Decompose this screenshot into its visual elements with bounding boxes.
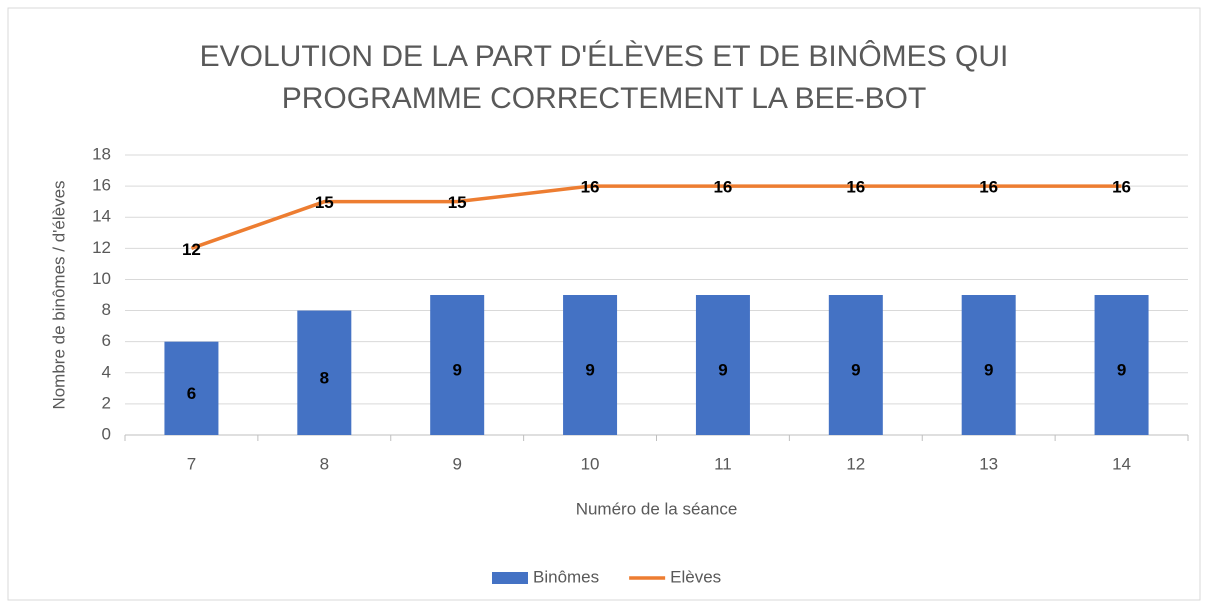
- y-tick-label: 16: [92, 176, 111, 195]
- data-label: 15: [315, 193, 334, 212]
- y-tick-label: 18: [92, 144, 111, 163]
- x-tick-label: 8: [320, 454, 329, 473]
- data-label: 8: [320, 368, 329, 387]
- bar: [563, 295, 618, 435]
- data-label: 16: [713, 178, 732, 197]
- data-label: 12: [182, 240, 201, 259]
- y-tick-label: 12: [92, 238, 111, 257]
- data-label: 16: [581, 178, 600, 197]
- bar: [430, 295, 485, 435]
- y-axis-label: Nombre de binômes / d'élèves: [49, 180, 68, 409]
- y-tick-label: 2: [102, 393, 111, 412]
- y-tick-label: 6: [102, 331, 111, 350]
- x-tick-label: 14: [1112, 454, 1131, 473]
- x-tick-label: 10: [581, 454, 600, 473]
- legend-label: Binômes: [533, 567, 599, 586]
- chart-border: [7, 7, 1201, 601]
- data-label: 9: [585, 360, 594, 379]
- data-label: 9: [984, 360, 993, 379]
- x-tick-label: 9: [452, 454, 461, 473]
- bar: [828, 295, 883, 435]
- x-axis-label: Numéro de la séance: [576, 499, 738, 518]
- bar: [1094, 295, 1149, 435]
- data-label: 9: [718, 360, 727, 379]
- bar: [961, 295, 1016, 435]
- x-tick-label: 11: [714, 454, 732, 473]
- bar: [695, 295, 750, 435]
- y-tick-label: 0: [102, 424, 111, 443]
- x-tick-label: 12: [846, 454, 865, 473]
- data-label: 9: [1117, 360, 1126, 379]
- chart-title: EVOLUTION DE LA PART D'ÉLÈVES ET DE BINÔ…: [199, 40, 1009, 115]
- data-label: 9: [452, 360, 461, 379]
- x-tick-label: 13: [979, 454, 998, 473]
- bar: [164, 341, 219, 435]
- legend-label: Elèves: [670, 567, 721, 586]
- data-label: 16: [846, 178, 865, 197]
- data-label: 6: [187, 384, 196, 403]
- y-tick-label: 10: [92, 269, 111, 288]
- legend-swatch: [492, 572, 528, 584]
- y-tick-label: 14: [92, 207, 111, 226]
- x-tick-label: 7: [187, 454, 196, 473]
- data-label: 16: [979, 178, 998, 197]
- data-label: 16: [1112, 178, 1131, 197]
- y-tick-label: 4: [102, 362, 111, 381]
- line: [190, 184, 1122, 250]
- data-label: 9: [851, 360, 860, 379]
- y-tick-label: 8: [102, 300, 111, 319]
- data-label: 15: [448, 193, 467, 212]
- bar: [297, 310, 352, 435]
